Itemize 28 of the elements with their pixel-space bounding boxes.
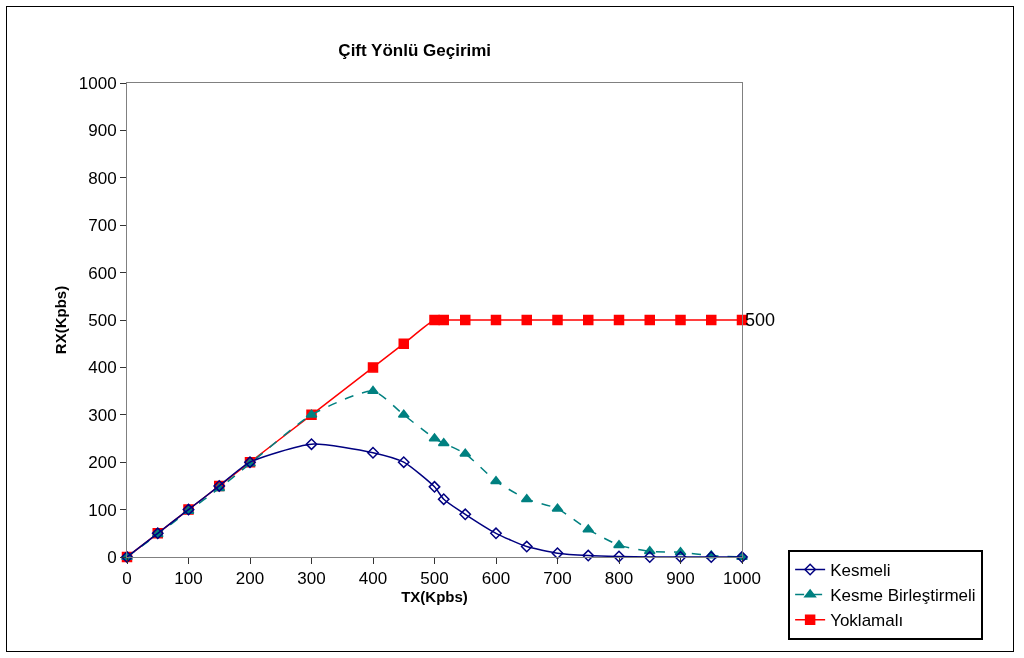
x-axis-title: TX(Kpbs)	[401, 588, 468, 606]
legend-label: Kesme Birleştirmeli	[830, 586, 976, 606]
y-tick-label: 500	[88, 310, 117, 330]
y-tick-label: 1000	[78, 73, 117, 93]
x-tick-label: 0	[122, 569, 132, 589]
y-tick-label: 200	[88, 453, 117, 473]
y-tick-label: 0	[107, 547, 117, 567]
y-axis-title: RX(Kpbs)	[52, 285, 70, 355]
y-tick-label: 600	[88, 263, 117, 283]
y-tick-label: 900	[88, 121, 117, 141]
x-tick-label: 800	[604, 569, 634, 589]
x-tick-label: 900	[666, 569, 695, 589]
y-tick-label: 800	[88, 168, 117, 188]
x-tick-label: 700	[543, 569, 572, 589]
x-tick-label: 400	[358, 569, 388, 589]
y-tick-label: 700	[88, 216, 117, 236]
y-tick-label: 400	[88, 358, 117, 378]
legend-label: Yoklamalı	[830, 611, 904, 631]
y-tick-label: 100	[88, 500, 117, 520]
x-tick-label: 100	[174, 569, 203, 589]
legend-label: Kesmeli	[830, 561, 891, 581]
x-tick-label: 1000	[723, 569, 761, 589]
y-tick-label: 300	[88, 405, 117, 425]
x-tick-label: 600	[481, 569, 511, 589]
x-tick-label: 200	[235, 569, 265, 589]
x-tick-label: 500	[420, 569, 449, 589]
x-tick-label: 300	[297, 569, 326, 589]
chart-title: Çift Yönlü Geçirimi	[338, 40, 492, 60]
